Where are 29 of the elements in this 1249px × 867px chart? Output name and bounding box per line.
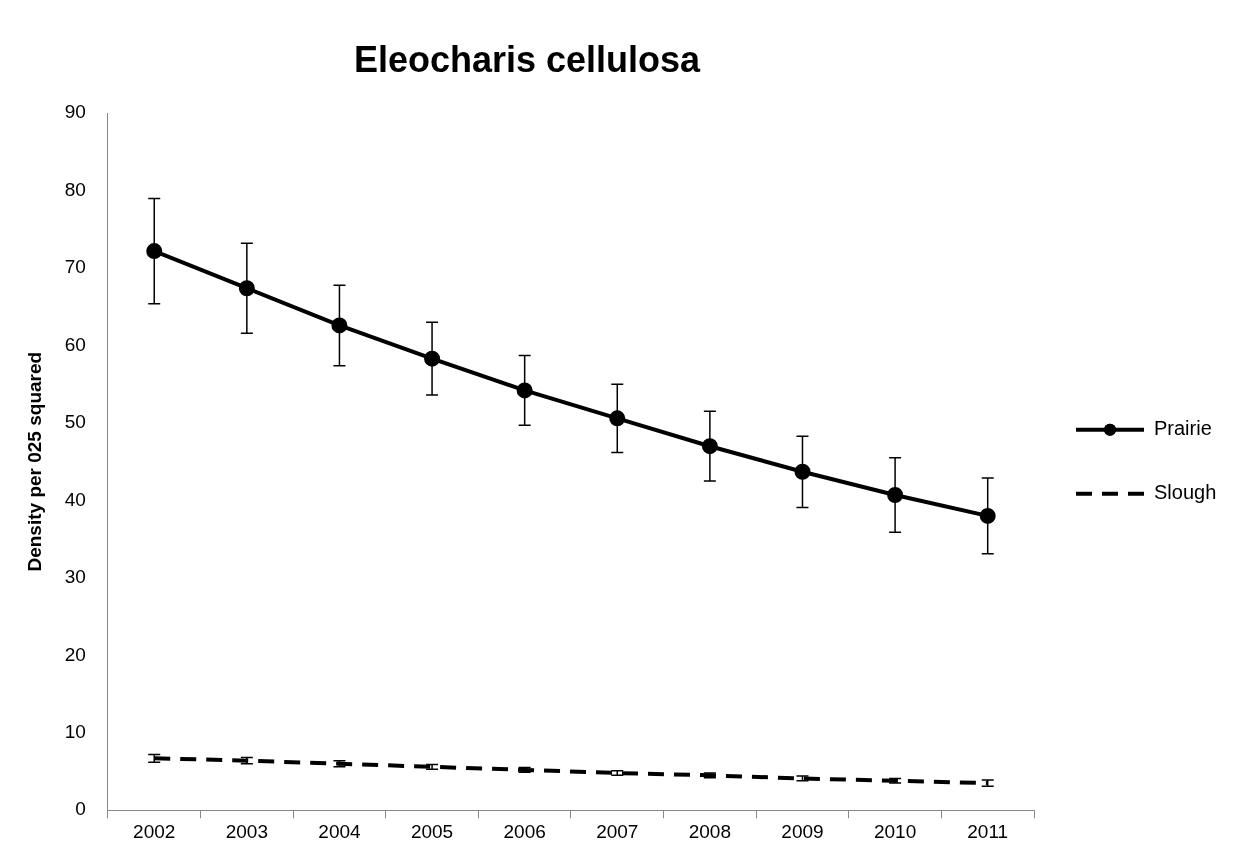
y-tick-label: 10 <box>64 720 86 742</box>
y-tick-label: 90 <box>64 101 86 123</box>
legend-label: Slough <box>1154 481 1217 504</box>
y-tick-label: 40 <box>64 488 86 510</box>
x-tick-label: 2009 <box>781 820 824 842</box>
x-tick-label: 2006 <box>503 820 546 842</box>
x-tick-label: 2008 <box>688 820 732 842</box>
y-axis-title: Density per 025 squared <box>23 351 45 572</box>
point <box>794 463 811 480</box>
point <box>331 317 348 334</box>
y-tick-label: 80 <box>64 178 86 200</box>
x-tick-label: 2010 <box>873 820 917 842</box>
y-tick-label: 0 <box>75 798 86 820</box>
x-tick-label: 2007 <box>596 820 639 842</box>
y-tick-label: 60 <box>64 333 86 355</box>
x-tick-label: 2004 <box>318 820 362 842</box>
y-tick-label: 30 <box>64 566 86 588</box>
x-tick-label: 2003 <box>225 820 268 842</box>
y-tick-label: 70 <box>64 256 86 278</box>
x-tick-label: 2011 <box>967 820 1009 842</box>
y-tick-label: 20 <box>64 643 86 665</box>
point <box>609 410 626 427</box>
legend-label: Prairie <box>1154 417 1212 440</box>
chart-title: Eleocharis cellulosa <box>353 38 702 80</box>
point <box>516 382 533 399</box>
y-tick-label: 50 <box>64 411 86 433</box>
point <box>979 507 996 524</box>
x-tick-label: 2005 <box>410 820 454 842</box>
x-tick-label: 2002 <box>133 820 176 842</box>
